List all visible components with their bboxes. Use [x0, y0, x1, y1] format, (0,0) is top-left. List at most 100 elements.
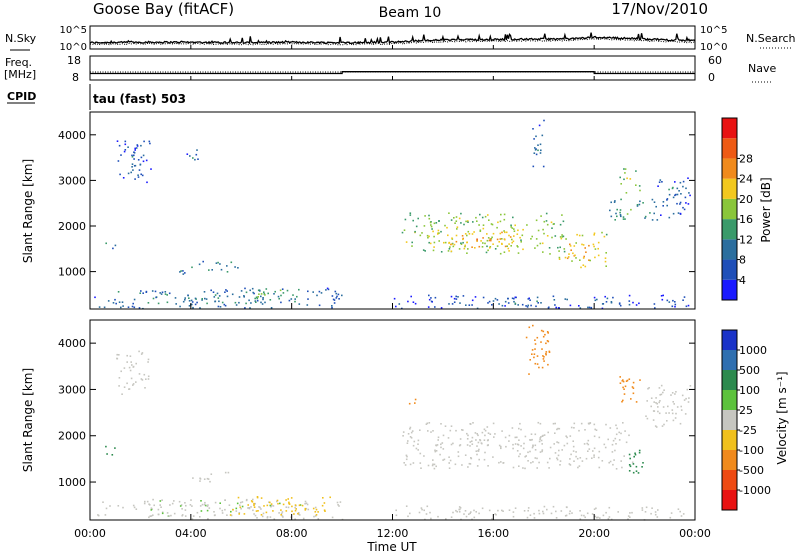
data-cell — [461, 235, 464, 237]
data-cell — [285, 510, 288, 512]
data-cell — [588, 423, 590, 425]
data-cell — [185, 504, 187, 507]
data-cell — [503, 251, 506, 253]
data-cell — [304, 502, 306, 505]
data-cell — [139, 164, 142, 166]
data-cell — [514, 507, 517, 509]
data-cell — [133, 158, 135, 160]
data-cell — [594, 248, 597, 250]
data-cell — [526, 516, 529, 519]
data-cell — [635, 184, 637, 186]
x-tick-label: 16:00 — [477, 527, 509, 540]
data-cell — [323, 502, 326, 504]
data-cell — [111, 454, 114, 456]
data-cell — [496, 299, 499, 301]
data-cell — [127, 306, 130, 308]
data-cell — [526, 306, 529, 308]
data-cell — [679, 510, 681, 513]
data-cell — [487, 465, 489, 467]
data-cell — [224, 471, 227, 474]
data-cell — [657, 185, 659, 187]
data-cell — [448, 303, 450, 305]
data-cell — [683, 399, 686, 401]
data-cell — [532, 444, 534, 447]
data-cell — [213, 511, 215, 513]
data-cell — [143, 373, 146, 376]
data-cell — [130, 377, 133, 380]
data-cell — [565, 506, 568, 508]
data-cell — [224, 304, 227, 307]
data-cell — [332, 298, 335, 301]
data-cell — [270, 504, 273, 507]
y-tick-label: 4000 — [58, 129, 86, 142]
data-cell — [450, 443, 453, 446]
data-cell — [513, 230, 516, 232]
data-cell — [281, 511, 284, 513]
data-cell — [182, 270, 184, 272]
data-cell — [496, 238, 499, 241]
data-cell — [440, 446, 442, 449]
data-cell — [443, 458, 446, 461]
power-colorbar-segment — [722, 118, 737, 139]
data-cell — [437, 515, 439, 518]
y-tick-label: 3000 — [58, 383, 86, 396]
data-cell — [94, 296, 96, 299]
data-cell — [440, 443, 442, 446]
x-tick-label: 08:00 — [276, 527, 308, 540]
data-cell — [424, 215, 426, 217]
data-cell — [583, 443, 586, 445]
data-cell — [501, 304, 504, 307]
data-cell — [231, 293, 234, 296]
data-cell — [214, 294, 217, 296]
data-cell — [412, 219, 414, 222]
data-cell — [545, 342, 547, 345]
noise-right-tick-top: 10^5 — [700, 25, 727, 36]
data-cell — [584, 429, 586, 431]
data-cell — [269, 299, 272, 301]
data-cell — [182, 273, 185, 275]
data-cell — [601, 460, 604, 462]
data-cell — [207, 518, 209, 520]
data-cell — [217, 305, 220, 308]
data-cell — [105, 445, 107, 448]
data-cell — [305, 507, 308, 510]
data-cell — [557, 441, 560, 444]
data-cell — [512, 216, 514, 219]
data-cell — [215, 262, 218, 264]
data-cell — [406, 442, 409, 444]
data-cell — [456, 510, 458, 513]
data-cell — [321, 504, 324, 507]
freq-right-tick-top: 60 — [708, 54, 722, 67]
data-cell — [497, 509, 499, 512]
data-cell — [128, 366, 131, 369]
data-cell — [299, 504, 302, 506]
data-cell — [644, 217, 646, 219]
data-cell — [214, 501, 217, 504]
data-cell — [537, 149, 539, 152]
data-cell — [478, 512, 480, 515]
data-cell — [418, 511, 421, 514]
data-cell — [536, 296, 539, 299]
data-cell — [465, 304, 467, 306]
data-cell — [280, 301, 282, 304]
data-cell — [150, 515, 153, 517]
data-cell — [486, 233, 488, 235]
data-cell — [132, 383, 135, 385]
data-cell — [263, 291, 265, 293]
data-cell — [451, 303, 454, 305]
data-cell — [568, 463, 571, 465]
data-cell — [557, 454, 560, 457]
data-cell — [417, 443, 419, 445]
data-cell — [430, 224, 432, 226]
noise-right-tick-bottom: 10^0 — [700, 42, 727, 53]
data-cell — [549, 457, 551, 460]
data-cell — [237, 496, 240, 499]
data-cell — [623, 393, 626, 395]
data-cell — [488, 219, 490, 221]
data-cell — [230, 514, 233, 517]
data-cell — [433, 467, 436, 470]
data-cell — [164, 293, 167, 295]
data-cell — [645, 415, 647, 417]
data-cell — [449, 429, 452, 432]
data-cell — [654, 425, 657, 427]
